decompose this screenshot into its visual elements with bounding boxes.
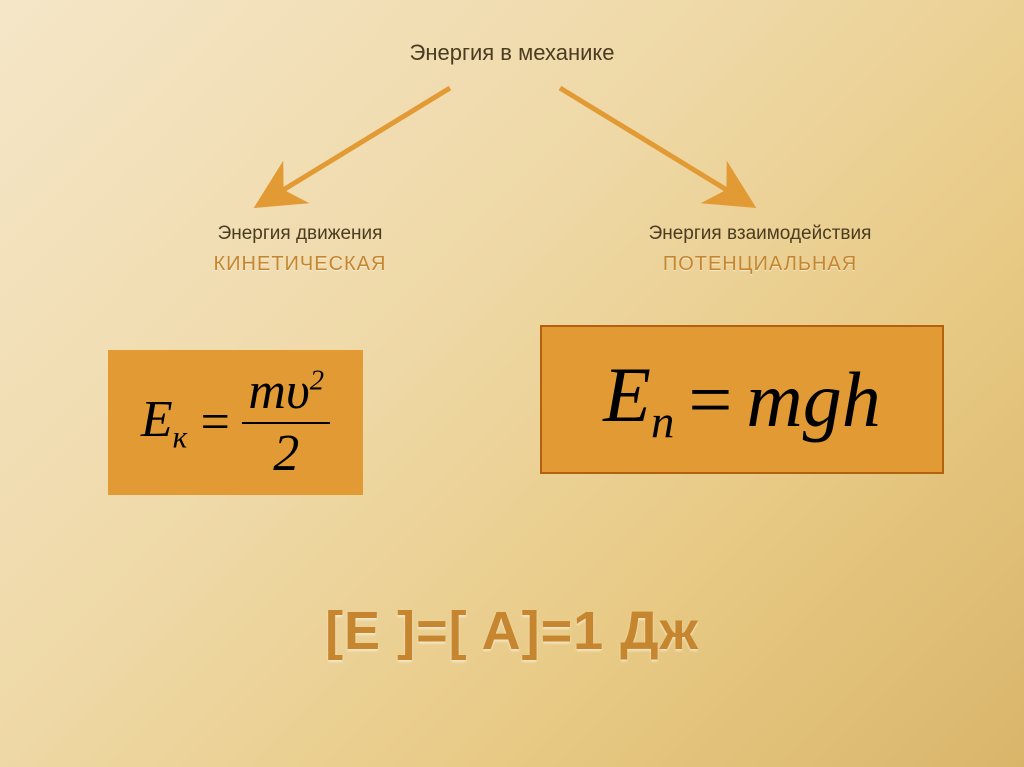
branch-left-line1: Энергия движения [170, 220, 430, 249]
branch-right-line1: Энергия взаимодействия [600, 220, 920, 249]
unit-equation: [E ]=[ A]=1 Дж [325, 600, 699, 662]
kinetic-eq: = [197, 393, 232, 452]
kinetic-formula: Eк = mυ2 2 [108, 350, 363, 495]
kinetic-frac: mυ2 2 [242, 366, 330, 480]
branch-right: Энергия взаимодействия ПОТЕНЦИАЛЬНАЯ [600, 220, 920, 279]
potential-lhs: En [603, 350, 674, 450]
potential-formula: En = mgh [540, 325, 944, 474]
branch-left: Энергия движения КИНЕТИЧЕСКАЯ [170, 220, 430, 279]
branch-left-line2: КИНЕТИЧЕСКАЯ [170, 249, 430, 279]
potential-rhs: mgh [746, 355, 880, 445]
kinetic-lhs: Eк [141, 390, 187, 455]
potential-eq: = [688, 355, 732, 445]
branch-right-line2: ПОТЕНЦИАЛЬНАЯ [600, 249, 920, 279]
page-title: Энергия в механике [410, 40, 615, 66]
